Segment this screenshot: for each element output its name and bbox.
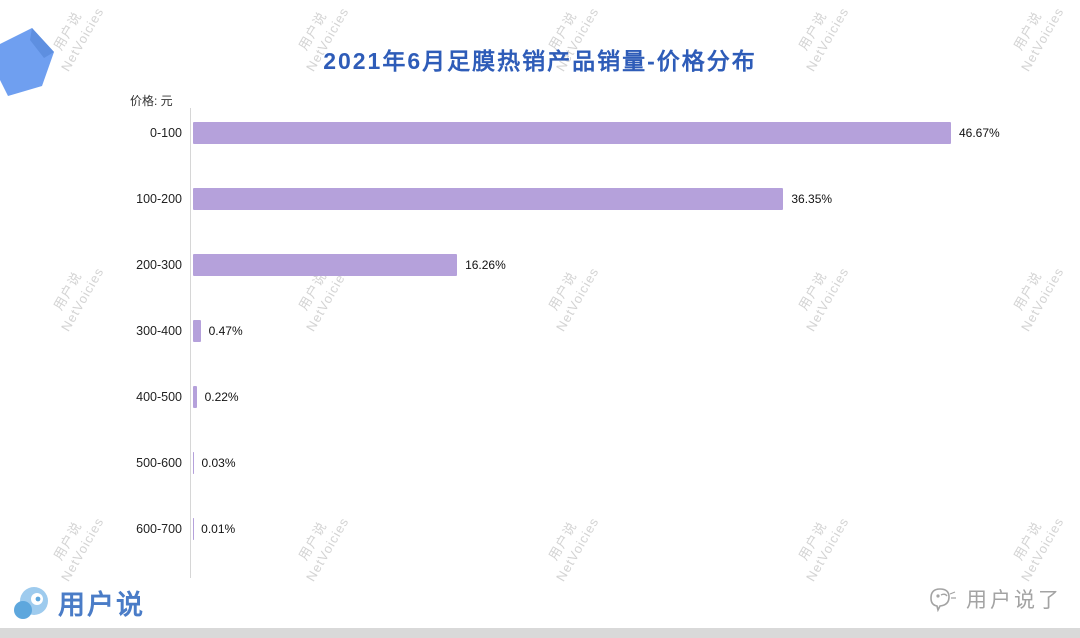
category-label: 500-600: [136, 456, 182, 470]
category-label: 400-500: [136, 390, 182, 404]
value-label: 0.03%: [201, 456, 236, 470]
chart-row: 100-200 36.35%: [0, 166, 1080, 232]
category-label: 200-300: [136, 258, 182, 272]
chart-row: 300-400 0.47%: [0, 298, 1080, 364]
bar: [193, 122, 951, 144]
category-label: 300-400: [136, 324, 182, 338]
blue-flag-icon: [0, 28, 54, 96]
chart-row: 400-500 0.22%: [0, 364, 1080, 430]
value-label: 0.22%: [204, 390, 239, 404]
category-label: 0-100: [150, 126, 182, 140]
brand-logo-icon: [14, 586, 48, 619]
chart-row: 600-700 0.01%: [0, 496, 1080, 562]
chart-row: 200-300 16.26%: [0, 232, 1080, 298]
bottom-strip: [0, 628, 1080, 638]
page-title: 2021年6月足膜热销产品销量-价格分布: [323, 48, 757, 74]
bar: [193, 320, 201, 342]
y-axis-line: [190, 108, 191, 578]
value-label: 46.67%: [959, 126, 1000, 140]
category-label: 100-200: [136, 192, 182, 206]
value-label: 16.26%: [465, 258, 506, 272]
axis-caption: 价格: 元: [130, 94, 173, 108]
chart-row: 0-100 46.67%: [0, 100, 1080, 166]
wechat-footer-right: 用户说了: [928, 584, 1062, 614]
bar: [193, 254, 458, 276]
bar-chart: 价格: 元 0-100 46.67% 100-200 36.35% 200-300 16.…: [0, 88, 1080, 578]
bar: [193, 386, 197, 408]
bar: [193, 188, 784, 210]
wechat-account-name: 用户说了: [966, 589, 1062, 612]
brand-footer-left: 用户说: [12, 583, 145, 622]
wechat-bird-icon: [930, 588, 956, 612]
value-label: 0.47%: [208, 324, 243, 338]
value-label: 36.35%: [791, 192, 833, 206]
value-label: 0.01%: [201, 522, 236, 536]
brand-text: 用户说: [58, 590, 145, 620]
category-label: 600-700: [136, 522, 182, 536]
chart-row: 500-600 0.03%: [0, 430, 1080, 496]
chart-rows: 0-100 46.67% 100-200 36.35% 200-300 16.26% 300…: [0, 100, 1080, 562]
